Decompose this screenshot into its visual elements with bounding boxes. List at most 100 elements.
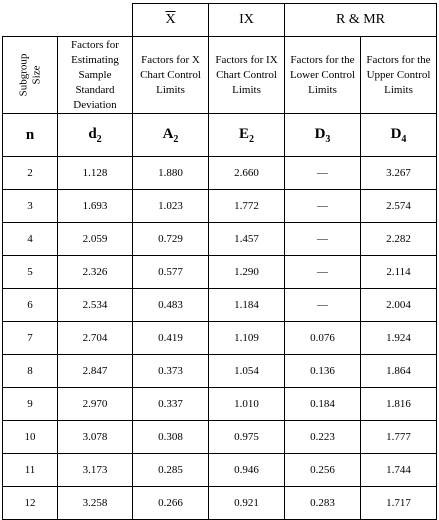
cell-d4: 1.924	[359, 321, 438, 355]
cell-e2: 1.290	[208, 255, 285, 289]
cell-a2: 0.483	[132, 288, 209, 322]
table-row: 7 2.704 0.419 1.109 0.076 1.924	[2, 321, 438, 355]
table-row: 11 3.173 0.285 0.946 0.256 1.744	[2, 453, 438, 487]
cell-d3: 0.283	[284, 486, 361, 520]
cell-n: 4	[2, 222, 58, 256]
cell-e2: 0.946	[208, 453, 285, 487]
subgroup-size-line-1: Subgroup	[17, 53, 29, 96]
cell-e2: 1.010	[208, 387, 285, 421]
cell-d3: —	[284, 255, 361, 289]
group-header-xbar: X	[132, 3, 209, 37]
cell-d2: 1.128	[57, 156, 133, 190]
table-row: 4 2.059 0.729 1.457—2.282	[2, 222, 438, 256]
cell-n: 6	[2, 288, 58, 322]
cell-d2: 3.258	[57, 486, 133, 520]
cell-d2: 2.704	[57, 321, 133, 355]
desc-subgroup-size: Subgroup Size	[2, 36, 58, 114]
desc-d4: Factors for the Upper Control Limits	[359, 36, 438, 114]
cell-n: 10	[2, 420, 58, 454]
symbol-a2: A2	[132, 113, 209, 157]
cell-d3: 0.223	[284, 420, 361, 454]
cell-e2: 0.921	[208, 486, 285, 520]
cell-a2: 0.337	[132, 387, 209, 421]
cell-d3: —	[284, 288, 361, 322]
desc-d2: Factors for Estimating Sample Standard D…	[57, 36, 133, 114]
symbol-d4-base: D	[390, 125, 402, 142]
cell-a2: 1.880	[132, 156, 209, 190]
symbol-d4-sub: 4	[401, 133, 407, 145]
symbol-d2-sub: 2	[96, 133, 102, 145]
symbol-d3-base: D	[314, 125, 326, 142]
cell-d2: 2.847	[57, 354, 133, 388]
cell-e2: 2.660	[208, 156, 285, 190]
cell-e2: 1.054	[208, 354, 285, 388]
cell-a2: 1.023	[132, 189, 209, 223]
cell-d4: 1.816	[359, 387, 438, 421]
symbol-d2: d2	[57, 113, 133, 157]
cell-e2: 1.457	[208, 222, 285, 256]
symbol-d4: D4	[359, 113, 438, 157]
symbol-e2-base: E	[238, 125, 249, 142]
cell-d4: 1.744	[359, 453, 438, 487]
desc-d3: Factors for the Lower Control Limits	[284, 36, 361, 114]
table-row: 3 1.693 1.023 1.772—2.574	[2, 189, 438, 223]
cell-n: 8	[2, 354, 58, 388]
subgroup-size-line-2: Size	[30, 65, 42, 84]
symbol-n: n	[2, 113, 58, 157]
cell-d4: 2.574	[359, 189, 438, 223]
symbol-e2: E2	[208, 113, 285, 157]
cell-d4: 1.864	[359, 354, 438, 388]
table-row: 10 3.078 0.308 0.975 0.223 1.777	[2, 420, 438, 454]
cell-n: 5	[2, 255, 58, 289]
table-row: 5 2.326 0.577 1.290—2.114	[2, 255, 438, 289]
table-row: 12 3.258 0.266 0.921 0.283 1.717	[2, 486, 438, 520]
cell-d2: 1.693	[57, 189, 133, 223]
symbol-a2-sub: 2	[173, 133, 179, 145]
cell-e2: 0.975	[208, 420, 285, 454]
symbol-d2-base: d	[88, 125, 97, 142]
cell-n: 9	[2, 387, 58, 421]
group-header-r-mr: R & MR	[283, 3, 438, 37]
cell-d4: 2.004	[359, 288, 438, 322]
cell-d4: 2.282	[359, 222, 438, 256]
cell-d3: 0.136	[284, 354, 361, 388]
group-header-row: X IX R & MR	[2, 3, 438, 37]
cell-d4: 3.267	[359, 156, 438, 190]
cell-d2: 2.534	[57, 288, 133, 322]
symbol-d3: D3	[284, 113, 361, 157]
cell-n: 3	[2, 189, 58, 223]
cell-d3: —	[284, 156, 361, 190]
cell-n: 12	[2, 486, 58, 520]
cell-a2: 0.729	[132, 222, 209, 256]
cell-d3: —	[284, 189, 361, 223]
group-header-ix: IX	[208, 3, 285, 37]
cell-a2: 0.577	[132, 255, 209, 289]
cell-a2: 0.308	[132, 420, 209, 454]
cell-d2: 2.059	[57, 222, 133, 256]
cell-n: 2	[2, 156, 58, 190]
cell-d3: 0.076	[284, 321, 361, 355]
cell-d2: 3.078	[57, 420, 133, 454]
subgroup-size-label: Subgroup Size	[17, 53, 43, 96]
cell-d4: 1.717	[359, 486, 438, 520]
cell-e2: 1.184	[208, 288, 285, 322]
symbol-a2-base: A	[162, 125, 174, 142]
cell-d4: 1.777	[359, 420, 438, 454]
cell-a2: 0.419	[132, 321, 209, 355]
table-row: 6 2.534 0.483 1.184—2.004	[2, 288, 438, 322]
cell-d2: 2.326	[57, 255, 133, 289]
description-header-row: Subgroup Size Factors for Estimating Sam…	[2, 36, 438, 114]
cell-d3: —	[284, 222, 361, 256]
cell-e2: 1.772	[208, 189, 285, 223]
cell-d2: 2.970	[57, 387, 133, 421]
cell-d3: 0.256	[284, 453, 361, 487]
cell-a2: 0.373	[132, 354, 209, 388]
table-row: 8 2.847 0.373 1.054 0.136 1.864	[2, 354, 438, 388]
control-chart-factors-table: X IX R & MR Subgroup Size Factors for Es…	[2, 3, 438, 520]
table-row: 2 1.128 1.880 2.660—3.267	[2, 156, 438, 190]
cell-d4: 2.114	[359, 255, 438, 289]
cell-a2: 0.285	[132, 453, 209, 487]
cell-n: 7	[2, 321, 58, 355]
cell-n: 11	[2, 453, 58, 487]
symbol-e2-sub: 2	[249, 133, 254, 145]
